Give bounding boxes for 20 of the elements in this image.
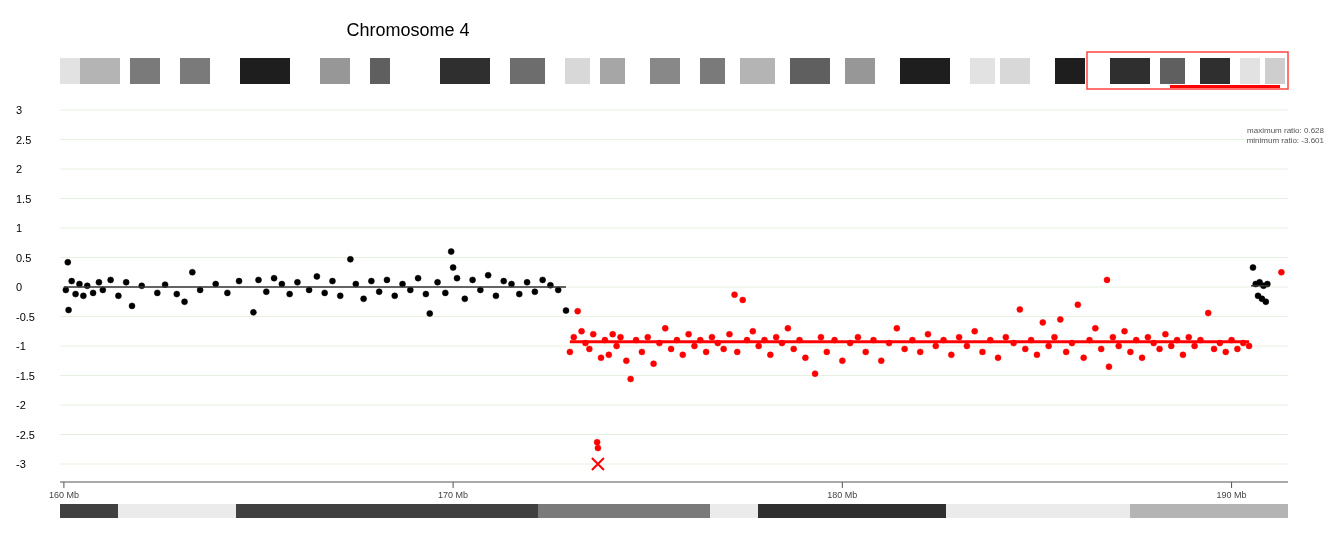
y-tick-label: 0.5 — [16, 251, 32, 264]
annotation: minimum ratio: -3.601 — [1246, 136, 1325, 145]
annotation: maximum ratio: 0.628 — [1247, 126, 1325, 135]
y-tick-label: 2.5 — [16, 133, 32, 146]
x-tick-label: 170 Mb — [438, 490, 469, 500]
x-tick-label: 160 Mb — [48, 490, 79, 500]
y-tick-label: -1.5 — [16, 369, 35, 382]
y-tick-label: -2.5 — [16, 428, 35, 441]
x-tick-label: 190 Mb — [1216, 490, 1247, 500]
y-tick-label: -0.5 — [16, 310, 35, 323]
y-tick-label: -1 — [16, 340, 26, 352]
x-tick-label: 180 Mb — [827, 490, 858, 500]
y-tick-label: 0 — [16, 281, 23, 293]
y-tick-label: 3 — [16, 104, 23, 116]
y-tick-label: 1.5 — [16, 192, 32, 205]
y-tick-label: 1 — [16, 222, 23, 234]
y-tick-label: 2 — [16, 163, 23, 175]
chart-title: Chromosome 4 — [346, 20, 470, 40]
y-tick-label: -2 — [16, 399, 26, 411]
y-tick-label: -3 — [16, 458, 26, 470]
